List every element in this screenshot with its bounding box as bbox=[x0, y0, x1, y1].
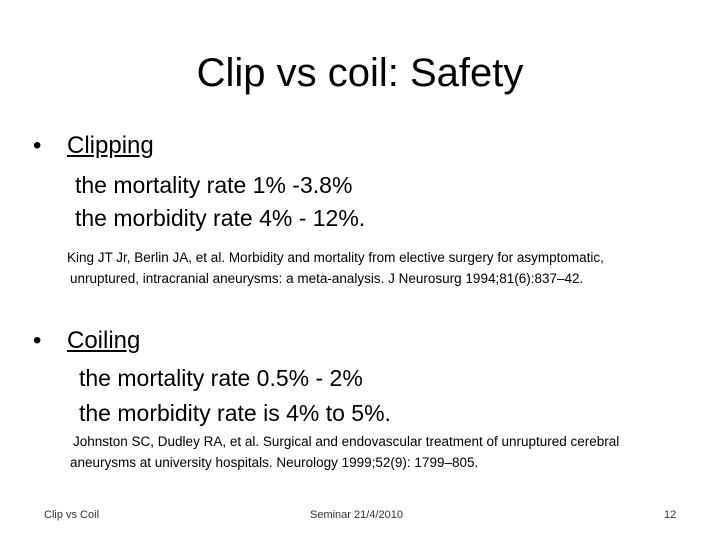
coiling-reference-line-1: Johnston SC, Dudley RA, et al. Surgical … bbox=[73, 434, 620, 449]
coiling-mortality: the mortality rate 0.5% - 2% bbox=[79, 365, 363, 391]
coiling-morbidity: the morbidity rate is 4% to 5%. bbox=[79, 400, 391, 426]
slide-title: Clip vs coil: Safety bbox=[196, 51, 524, 95]
clipping-reference: King JT Jr, Berlin JA, et al. Morbidity … bbox=[67, 247, 710, 289]
clipping-morbidity: the morbidity rate 4% - 12%. bbox=[75, 205, 366, 231]
bullet-coiling: • Coiling bbox=[33, 326, 140, 356]
bullet-icon: • bbox=[33, 132, 42, 159]
bullet-icon: • bbox=[33, 327, 42, 354]
page-number: 12 bbox=[664, 509, 677, 521]
coiling-reference-line-2: aneurysms at university hospitals. Neuro… bbox=[70, 455, 479, 470]
heading-coiling: Coiling bbox=[67, 327, 141, 354]
clipping-reference-line-2: unruptured, intracranial aneurysms: a me… bbox=[70, 271, 584, 286]
footer-center: Seminar 21/4/2010 bbox=[310, 509, 403, 521]
heading-clipping: Clipping bbox=[67, 132, 154, 159]
coiling-reference: Johnston SC, Dudley RA, et al. Surgical … bbox=[70, 431, 710, 473]
footer-left: Clip vs Coil bbox=[44, 509, 100, 521]
bullet-clipping: • Clipping bbox=[33, 131, 154, 161]
clipping-mortality: the mortality rate 1% -3.8% bbox=[75, 172, 353, 198]
clipping-reference-line-1: King JT Jr, Berlin JA, et al. Morbidity … bbox=[67, 250, 604, 265]
